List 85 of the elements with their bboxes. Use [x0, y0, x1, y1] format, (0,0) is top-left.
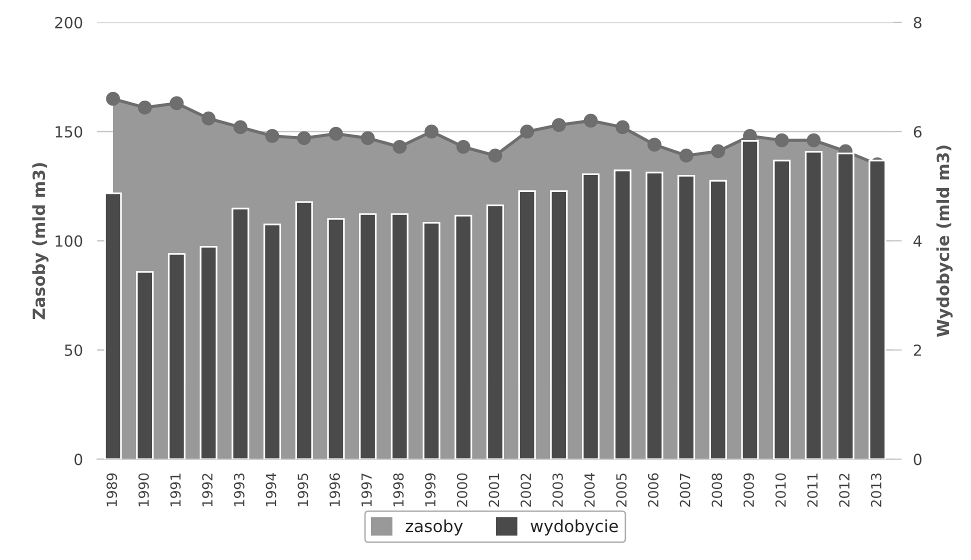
x-tick-label: 2009	[744, 473, 754, 507]
x-tick-label: 1994	[266, 473, 276, 506]
point	[170, 96, 184, 110]
y2-tick-label: 6	[914, 126, 922, 138]
x-tick-label: 2012	[839, 474, 850, 507]
x-tick-label: 2013	[870, 474, 882, 507]
point	[456, 140, 470, 154]
point	[552, 118, 566, 132]
y-tick-label: 50	[64, 344, 82, 356]
point	[520, 124, 534, 139]
bar	[200, 246, 218, 460]
point	[329, 126, 343, 141]
y2-tick-label: 2	[914, 344, 921, 356]
bar	[232, 208, 250, 460]
x-tick-label: 1997	[361, 474, 372, 506]
x-tick-label: 2001	[488, 474, 500, 507]
x-tick-label: 1990	[138, 473, 149, 506]
point	[138, 100, 152, 115]
bar	[804, 150, 822, 460]
bar	[678, 174, 696, 460]
x-tick-label: 2006	[648, 473, 658, 507]
point	[488, 148, 502, 163]
bar	[359, 213, 377, 460]
y2-tick-label: 4	[914, 235, 922, 247]
x-tick-label: 1996	[329, 473, 340, 506]
y-tick-label: 100	[56, 235, 82, 247]
point	[616, 120, 630, 134]
bar	[518, 190, 536, 460]
bar	[773, 160, 791, 460]
x-tick-label: 2007	[680, 474, 690, 507]
point	[202, 112, 216, 126]
x-tick-label: 1998	[393, 473, 404, 506]
bar	[295, 201, 313, 460]
bar	[104, 192, 122, 460]
bar	[422, 222, 440, 460]
y2-tick-label: 8	[914, 16, 922, 28]
point	[806, 133, 821, 148]
x-tick-label: 2002	[520, 474, 532, 507]
legend-label: wydobycie	[530, 519, 618, 536]
x-tick-label: 1993	[234, 474, 244, 506]
x-tick-label: 1995	[298, 474, 308, 506]
bar	[390, 213, 408, 460]
bar	[614, 170, 632, 460]
x-tick-label: 2000	[456, 473, 468, 507]
x-tick-label: 1989	[106, 473, 118, 506]
bar	[486, 204, 504, 460]
x-tick-label: 2003	[552, 474, 563, 507]
bar	[454, 214, 472, 460]
bar	[136, 271, 154, 460]
point	[584, 114, 598, 128]
x-tick-label: 2004	[584, 473, 595, 507]
bar	[836, 152, 854, 460]
bar	[646, 172, 664, 460]
x-tick-label: 2005	[616, 474, 627, 507]
point	[106, 92, 120, 106]
point	[424, 124, 438, 139]
bar	[741, 140, 759, 460]
point	[711, 144, 726, 158]
y-tick-label: 200	[55, 16, 82, 28]
y2-tick-label: 0	[914, 454, 922, 466]
bar	[550, 190, 568, 460]
y-tick-label: 0	[74, 454, 82, 466]
x-tick-label: 1992	[202, 474, 213, 506]
x-tick-label: 2011	[807, 474, 818, 507]
bar	[168, 253, 186, 460]
point	[233, 120, 248, 134]
y-tick-label: 150	[56, 126, 82, 138]
y2-axis-title: Wydobycie (mld m3)	[936, 146, 953, 337]
x-tick-label: 1991	[170, 474, 181, 506]
legend-label: zasoby	[406, 519, 463, 536]
point	[774, 133, 789, 148]
x-tick-label: 2008	[712, 473, 722, 507]
bar	[327, 218, 345, 460]
x-tick-label: 2010	[775, 473, 786, 507]
point	[265, 129, 280, 143]
point	[360, 131, 375, 146]
point	[392, 140, 407, 154]
point	[297, 131, 312, 146]
bar	[582, 173, 600, 460]
bar	[263, 224, 282, 460]
bar	[709, 180, 727, 460]
x-tick-label: 1999	[425, 473, 436, 506]
y-axis-title: Zasoby (mld m3)	[32, 163, 48, 320]
point	[648, 138, 662, 152]
point	[679, 148, 694, 163]
